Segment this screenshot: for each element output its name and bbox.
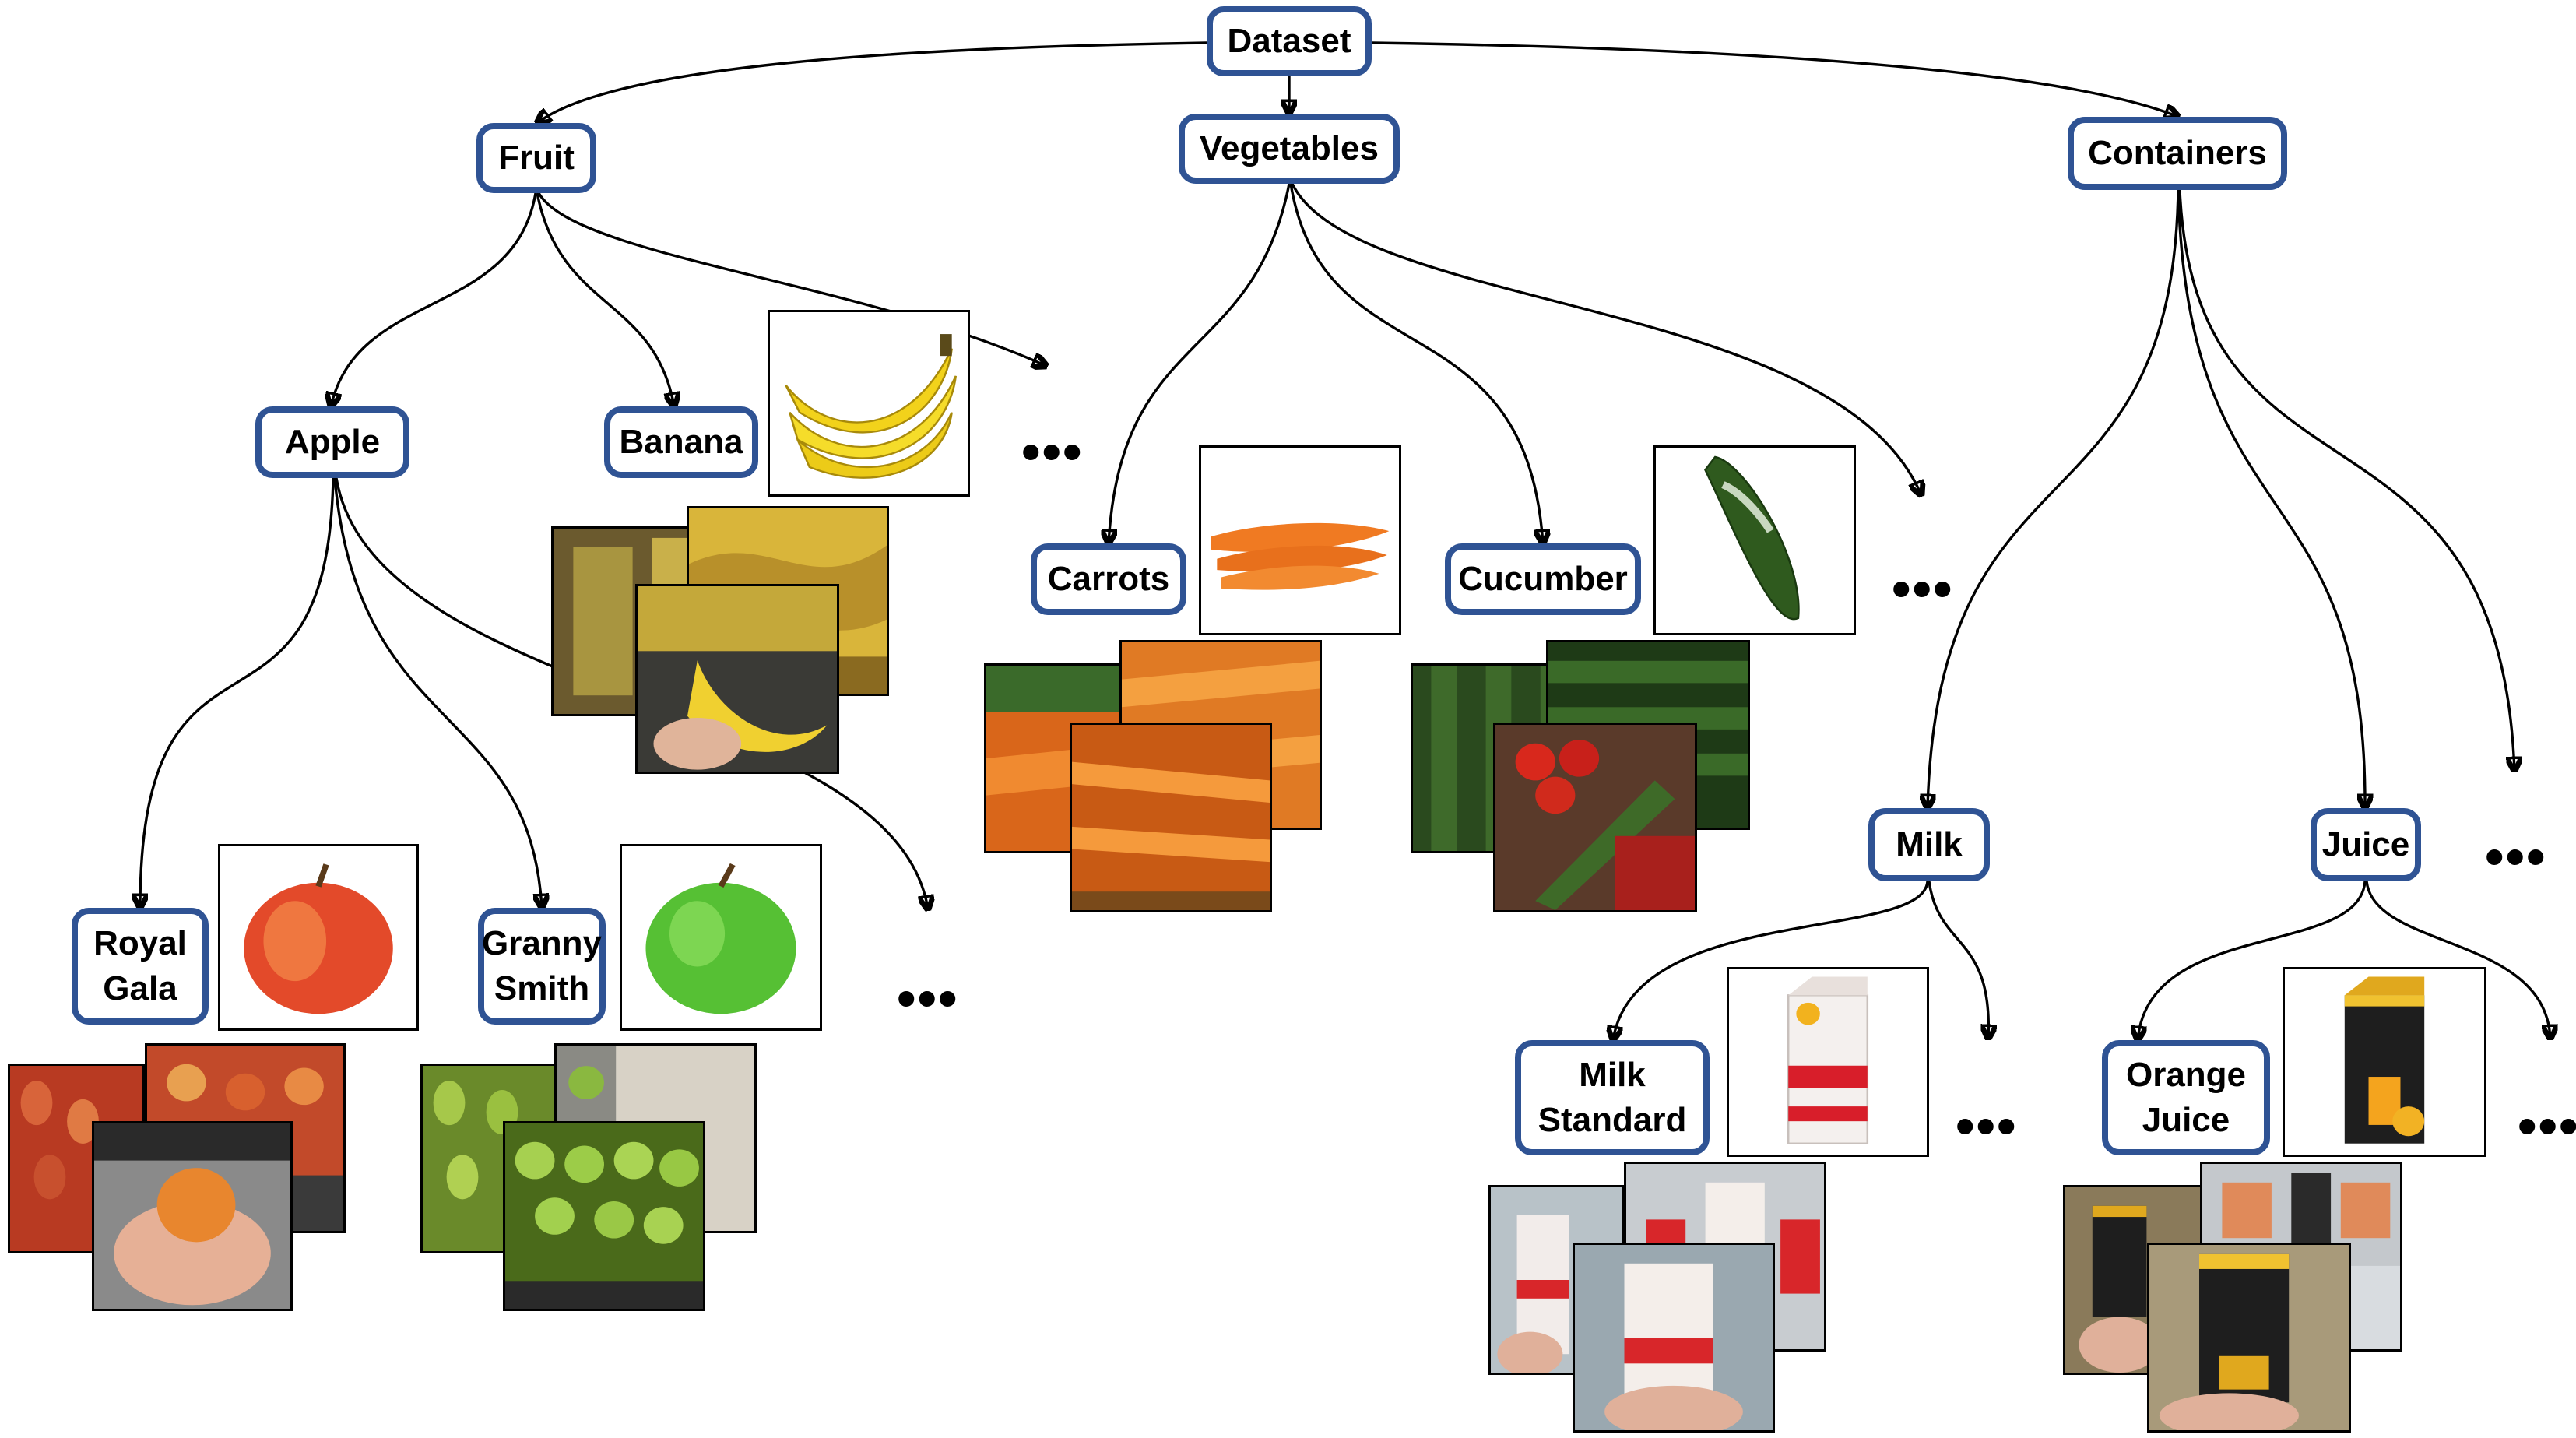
edge-juice-orange-juice [2138, 881, 2367, 1040]
edge-apple-granny-smith [333, 477, 542, 908]
node-juice[interactable]: Juice [2311, 808, 2421, 881]
edge-vegetables-more [1291, 183, 1921, 495]
milk-standard-photo-1 [1488, 1185, 1624, 1375]
edge-containers-more [2178, 189, 2514, 771]
node-fruit[interactable]: Fruit [476, 123, 596, 193]
orange-juice-reference-image [2283, 967, 2486, 1157]
cucumber-photo-3 [1493, 723, 1697, 912]
ellipsis-vegetables: ••• [1892, 558, 1954, 619]
node-milk-standard[interactable]: Milk Standard [1515, 1040, 1710, 1155]
node-carrots[interactable]: Carrots [1031, 543, 1186, 615]
royal-gala-photo-3 [92, 1121, 293, 1311]
node-dataset[interactable]: Dataset [1207, 6, 1372, 76]
royal-gala-reference-image [218, 844, 419, 1031]
edge-apple-royal-gala [140, 477, 335, 908]
edge-dataset-containers [1371, 41, 2178, 117]
ellipsis-apple: ••• [897, 968, 959, 1028]
carrots-reference-image [1199, 445, 1401, 635]
ellipsis-containers: ••• [2485, 826, 2547, 887]
node-orange-juice[interactable]: Orange Juice [2102, 1040, 2270, 1155]
granny-smith-photo-3 [503, 1121, 705, 1311]
granny-smith-reference-image [620, 844, 822, 1031]
edge-milk-milk-standard [1613, 881, 1929, 1040]
ellipsis-fruit: ••• [1021, 421, 1084, 482]
milk-standard-reference-image [1727, 967, 1929, 1157]
node-vegetables[interactable]: Vegetables [1179, 114, 1400, 184]
edge-fruit-apple [331, 192, 537, 406]
cucumber-reference-image [1653, 445, 1856, 635]
node-cucumber[interactable]: Cucumber [1445, 543, 1641, 615]
node-milk[interactable]: Milk [1868, 808, 1990, 881]
edge-containers-milk [1928, 189, 2180, 808]
edge-vegetables-carrots [1109, 183, 1291, 543]
node-banana[interactable]: Banana [604, 406, 758, 478]
edge-fruit-banana [536, 192, 674, 406]
edge-milk-more [1928, 881, 1988, 1039]
milk-standard-photo-3 [1573, 1243, 1775, 1433]
node-containers[interactable]: Containers [2068, 117, 2287, 190]
edge-containers-juice [2177, 189, 2365, 808]
edge-juice-more [2365, 881, 2550, 1039]
edge-vegetables-cucumber [1289, 183, 1543, 543]
ellipsis-juice: ••• [2518, 1095, 2576, 1156]
edge-dataset-fruit [537, 41, 1207, 123]
orange-juice-photo-3 [2147, 1243, 2351, 1433]
banana-reference-image [768, 310, 970, 497]
banana-photo-3 [635, 584, 839, 774]
carrots-photo-3 [1070, 723, 1272, 912]
node-apple[interactable]: Apple [255, 406, 409, 478]
ellipsis-milk: ••• [1956, 1095, 2018, 1156]
node-granny-smith[interactable]: Granny Smith [478, 908, 606, 1025]
node-royal-gala[interactable]: Royal Gala [72, 908, 209, 1025]
